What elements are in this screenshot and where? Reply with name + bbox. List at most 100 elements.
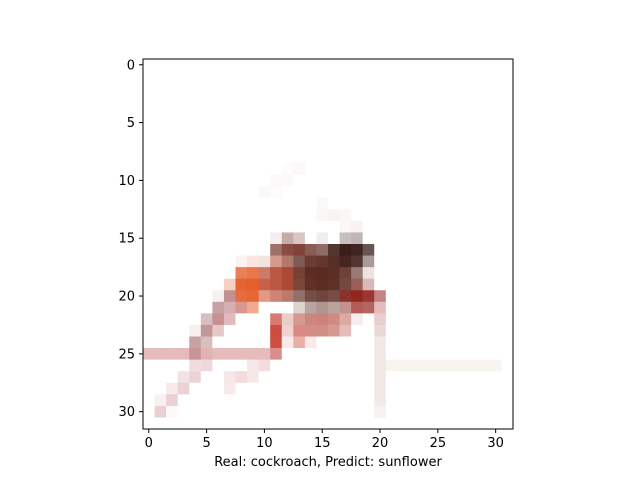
image-pixel <box>270 209 283 222</box>
image-pixel <box>455 209 468 222</box>
image-pixel <box>223 116 236 129</box>
image-pixel <box>362 267 375 280</box>
image-pixel <box>143 197 155 210</box>
image-pixel <box>328 220 340 233</box>
image-pixel <box>432 371 445 384</box>
image-pixel <box>304 405 317 418</box>
image-pixel <box>443 301 456 314</box>
image-pixel <box>351 371 364 384</box>
image-pixel <box>501 359 514 372</box>
image-pixel <box>339 197 352 210</box>
image-pixel <box>143 301 155 314</box>
image-pixel <box>293 382 306 395</box>
image-pixel <box>177 313 190 326</box>
image-pixel <box>351 151 364 164</box>
image-pixel <box>200 105 213 118</box>
image-pixel <box>351 336 364 349</box>
image-pixel <box>316 359 329 372</box>
image-pixel <box>432 301 445 314</box>
image-pixel <box>339 382 352 395</box>
image-pixel <box>200 371 213 384</box>
image-pixel <box>235 128 248 141</box>
image-pixel <box>374 197 387 210</box>
image-pixel <box>374 232 387 245</box>
image-pixel <box>374 244 387 256</box>
image-pixel <box>385 197 398 210</box>
image-pixel <box>455 255 468 268</box>
image-pixel <box>397 336 410 349</box>
image-pixel <box>466 290 479 303</box>
image-pixel <box>316 382 329 395</box>
image-pixel <box>501 59 514 71</box>
image-pixel <box>455 128 468 141</box>
image-pixel <box>143 209 155 222</box>
image-pixel <box>478 220 491 233</box>
image-pixel <box>397 232 410 245</box>
image-pixel <box>304 82 317 95</box>
image-pixel <box>235 394 248 407</box>
image-pixel <box>351 301 364 314</box>
image-pixel <box>166 139 179 152</box>
image-pixel <box>408 163 421 176</box>
image-pixel <box>235 417 248 430</box>
image-pixel <box>489 209 502 222</box>
image-pixel <box>200 301 213 314</box>
image-pixel <box>339 278 352 291</box>
image-pixel <box>420 163 433 176</box>
image-pixel <box>351 324 364 337</box>
image-pixel <box>351 105 364 118</box>
image-pixel <box>258 139 271 152</box>
image-pixel <box>385 348 398 361</box>
image-pixel <box>166 359 179 372</box>
image-pixel <box>501 290 514 303</box>
image-pixel <box>235 255 248 268</box>
image-pixel <box>270 128 283 141</box>
image-pixel <box>328 301 340 314</box>
image-pixel <box>489 278 502 291</box>
image-pixel <box>466 139 479 152</box>
image-pixel <box>478 70 491 83</box>
image-pixel <box>385 371 398 384</box>
image-pixel <box>143 163 155 176</box>
image-pixel <box>432 105 445 118</box>
image-pixel <box>293 301 306 314</box>
image-pixel <box>143 151 155 164</box>
image-pixel <box>166 209 179 222</box>
image-pixel <box>478 405 491 418</box>
image-pixel <box>247 417 260 430</box>
image-pixel <box>501 278 514 291</box>
image-pixel <box>432 267 445 280</box>
image-pixel <box>154 82 167 95</box>
image-pixel <box>235 139 248 152</box>
image-pixel <box>374 82 387 95</box>
image-pixel <box>374 336 387 349</box>
image-pixel <box>489 324 502 337</box>
image-pixel <box>212 359 225 372</box>
image-pixel <box>374 186 387 199</box>
image-pixel <box>501 197 514 210</box>
image-pixel <box>270 278 283 291</box>
image-pixel <box>154 324 167 337</box>
image-pixel <box>339 267 352 280</box>
image-pixel <box>316 82 329 95</box>
image-pixel <box>362 128 375 141</box>
image-pixel <box>177 116 190 129</box>
image-pixel <box>177 371 190 384</box>
image-pixel <box>420 348 433 361</box>
image-pixel <box>489 151 502 164</box>
image-pixel <box>316 336 329 349</box>
image-pixel <box>270 186 283 199</box>
image-pixel <box>154 186 167 199</box>
image-pixel <box>328 209 340 222</box>
image-pixel <box>177 359 190 372</box>
image-pixel <box>489 301 502 314</box>
image-pixel <box>420 93 433 106</box>
image-pixel <box>293 313 306 326</box>
image-pixel <box>478 139 491 152</box>
image-pixel <box>385 139 398 152</box>
image-pixel <box>397 348 410 361</box>
image-pixel <box>316 278 329 291</box>
image-pixel <box>466 128 479 141</box>
image-pixel <box>501 394 514 407</box>
image-pixel <box>304 128 317 141</box>
